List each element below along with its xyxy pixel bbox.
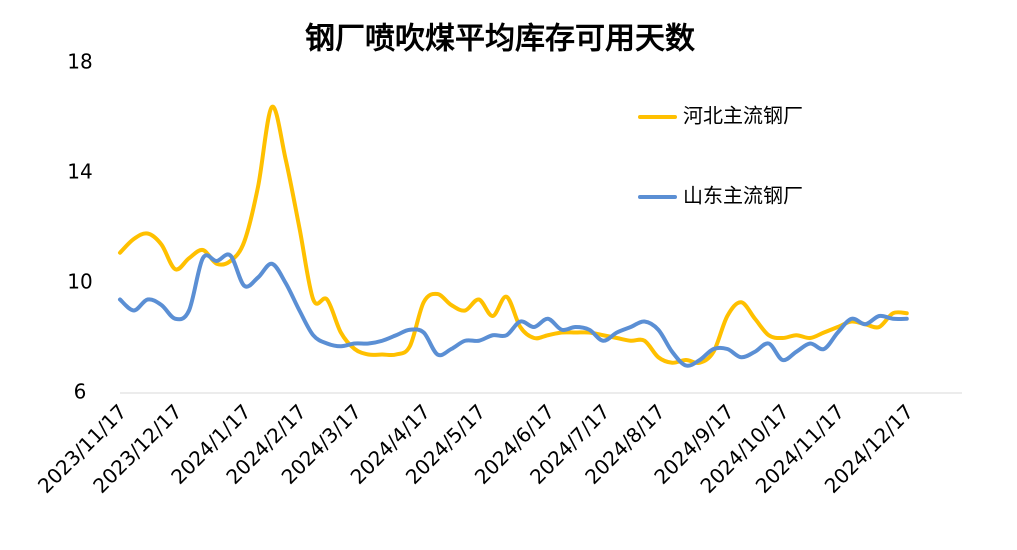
legend-label: 河北主流钢厂: [683, 104, 803, 128]
y-tick-label: 6: [74, 380, 87, 404]
series-line: [118, 104, 909, 366]
legend-label: 山东主流钢厂: [683, 184, 803, 208]
chart-title: 钢厂喷吹煤平均库存可用天数: [305, 22, 696, 57]
y-tick-label: 18: [67, 50, 92, 74]
y-tick-label: 14: [67, 160, 92, 184]
series-line: [118, 252, 909, 368]
y-tick-label: 10: [67, 270, 92, 294]
